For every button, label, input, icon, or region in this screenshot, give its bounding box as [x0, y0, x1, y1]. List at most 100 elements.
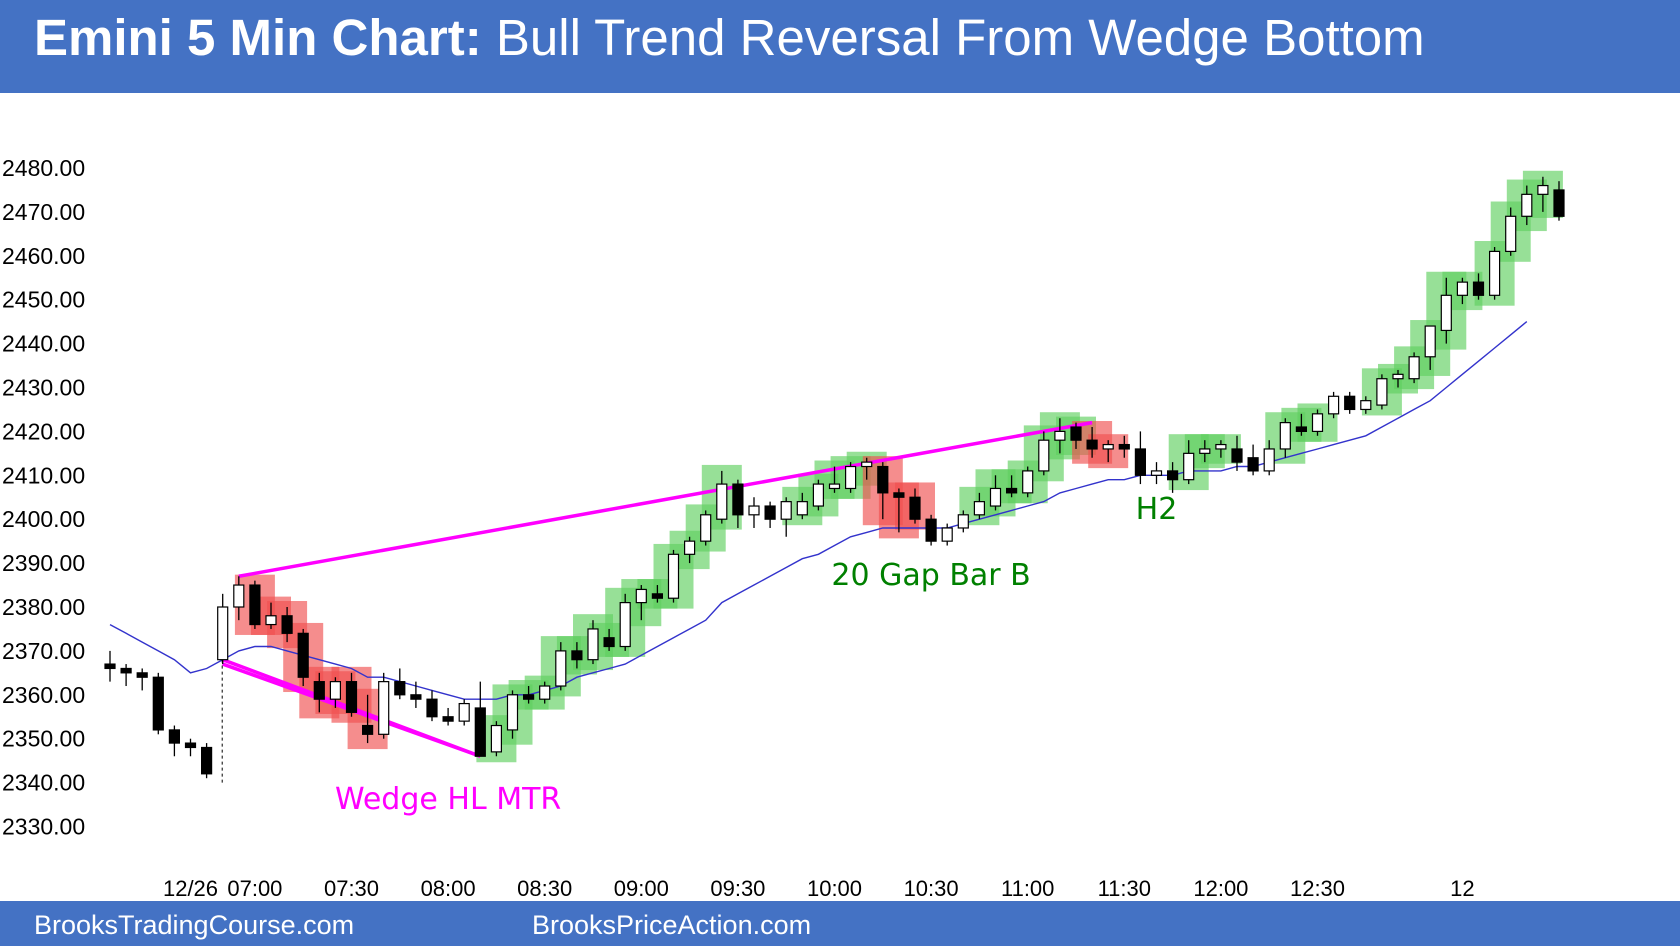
bear-candle-body [298, 633, 308, 677]
candle [379, 673, 389, 739]
bear-candle-body [1168, 471, 1178, 480]
bear-candle-body [427, 699, 437, 717]
bear-candle-body [1296, 427, 1306, 431]
bull-candle-body [234, 585, 244, 607]
candle [926, 515, 936, 546]
candle [443, 708, 453, 726]
bull-candle-body [1522, 194, 1532, 216]
bull-candle-body [1184, 453, 1194, 479]
bull-candle-body [508, 695, 518, 730]
bear-candle-body [202, 747, 212, 773]
candle [475, 682, 485, 757]
bull-candle-body [1023, 471, 1033, 493]
bull-candle-body [1055, 431, 1065, 440]
bull-candle-body [1441, 295, 1451, 330]
bear-candle-body [1119, 445, 1129, 449]
bear-candle-body [250, 585, 260, 625]
bull-candle-body [1152, 471, 1162, 475]
x-tick-label: 12/26 [163, 876, 218, 901]
y-tick-label: 2400.00 [2, 506, 85, 532]
x-tick-label: 10:30 [904, 876, 959, 901]
y-tick-label: 2330.00 [2, 814, 85, 840]
x-tick-label: 09:30 [710, 876, 765, 901]
bear-candle-body [105, 664, 115, 668]
footer-right-site[interactable]: BrooksPriceAction.com [532, 910, 811, 941]
bull-candle-body [1425, 326, 1435, 357]
candle [749, 497, 759, 528]
x-tick-label: 11:30 [1098, 876, 1151, 901]
y-tick-label: 2470.00 [2, 199, 85, 225]
y-tick-label: 2360.00 [2, 682, 85, 708]
bull-candle-body [797, 502, 807, 515]
candle [395, 668, 405, 699]
candles [105, 177, 1564, 778]
candle [1023, 467, 1033, 498]
candle [1409, 352, 1419, 383]
y-tick-label: 2410.00 [2, 462, 85, 488]
bull-candle-body [1280, 423, 1290, 449]
x-tick-label: 12 [1450, 876, 1474, 901]
bear-candle-body [765, 506, 775, 519]
bear-candle-body [1135, 449, 1145, 475]
candle [813, 480, 823, 511]
bear-candle-body [926, 519, 936, 541]
y-tick-label: 2460.00 [2, 243, 85, 269]
bear-candle-body [1345, 396, 1355, 409]
bear-candle-body [1474, 282, 1484, 295]
footer-bar: BrooksTradingCourse.com BrooksPriceActio… [0, 901, 1680, 946]
candle [427, 690, 437, 721]
bear-candle-body [910, 497, 920, 519]
bull-candle-body [862, 462, 872, 466]
bull-candle-body [636, 589, 646, 602]
candle [701, 510, 711, 545]
bull-candle-body [1393, 374, 1403, 378]
bull-candle-body [1457, 282, 1467, 295]
candle [137, 668, 147, 690]
bull-candle-body [974, 502, 984, 515]
x-tick-label: 11:00 [1001, 876, 1054, 901]
y-tick-label: 2350.00 [2, 726, 85, 752]
footer-left-site[interactable]: BrooksTradingCourse.com [34, 910, 354, 941]
bull-candle-body [701, 515, 711, 541]
bull-candle-body [379, 682, 389, 735]
candlestick-chart: 2480.00 2470.00 2460.00 2450.00 2440.00 2430.… [0, 93, 1680, 901]
candle [105, 651, 115, 682]
bear-candle-body [475, 708, 485, 756]
bull-candle-body [1506, 216, 1516, 251]
candle [1490, 247, 1500, 300]
bear-candle-body [186, 743, 196, 747]
bear-candle-body [347, 682, 357, 713]
chart-title-bold: Emini 5 Min Chart: [34, 9, 482, 66]
x-tick-label: 08:00 [421, 876, 476, 901]
y-tick-label: 2370.00 [2, 638, 85, 664]
bull-candle-body [685, 541, 695, 554]
bull-candle-body [556, 651, 566, 686]
bull-candle-body [942, 528, 952, 541]
bear-candle-body [282, 616, 292, 634]
bear-candle-body [1554, 190, 1564, 216]
x-tick-label: 08:30 [517, 876, 572, 901]
y-tick-label: 2390.00 [2, 550, 85, 576]
y-tick-label: 2480.00 [2, 155, 85, 181]
bull-candle-body [218, 607, 228, 660]
candle [202, 743, 212, 778]
bull-candle-body [1490, 251, 1500, 295]
bull-candle-body [266, 616, 276, 625]
candle [459, 699, 469, 725]
y-tick-label: 2440.00 [2, 331, 85, 357]
bear-candle-body [1007, 488, 1017, 492]
y-tick-label: 2420.00 [2, 418, 85, 444]
y-tick-label: 2450.00 [2, 287, 85, 313]
bull-candle-body [846, 467, 856, 489]
candle [186, 739, 196, 757]
bull-candle-body [1200, 449, 1210, 453]
bull-candle-body [1264, 449, 1274, 471]
annotations: Wedge HL MTR20 Gap Bar BH2 [335, 492, 1177, 817]
bear-candle-body [153, 677, 163, 730]
x-tick-label: 12:30 [1290, 876, 1345, 901]
bull-candle-body [1216, 445, 1226, 449]
candle [169, 726, 179, 757]
bull-candle-body [991, 488, 1001, 506]
x-tick-label: 07:30 [324, 876, 379, 901]
candle [1377, 374, 1387, 409]
